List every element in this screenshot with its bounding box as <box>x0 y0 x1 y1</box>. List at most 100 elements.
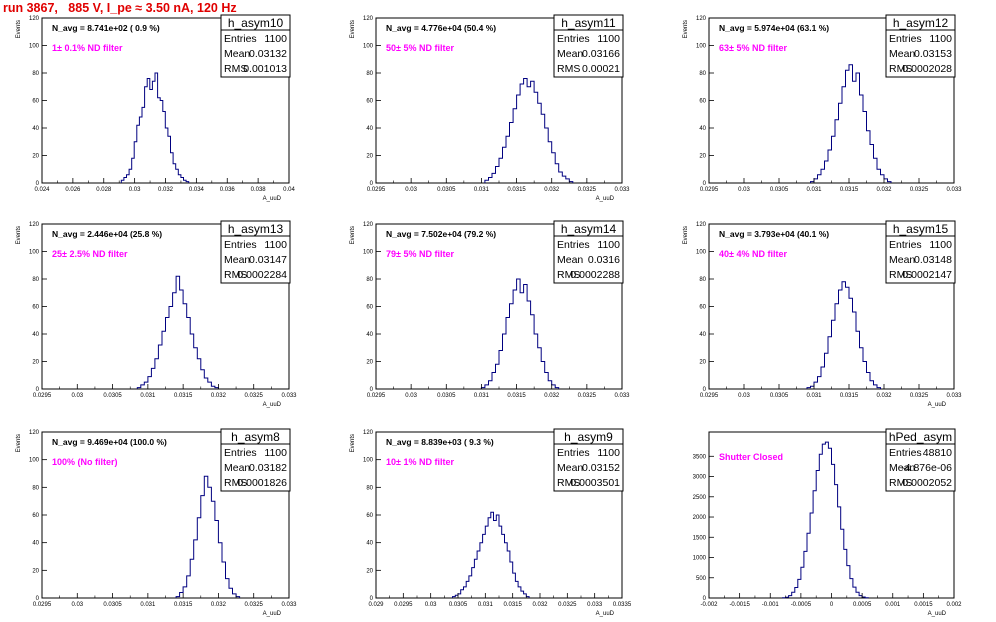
stats-label: Mean <box>557 254 583 266</box>
stats-label: Mean <box>224 254 250 266</box>
histogram-line <box>136 275 219 389</box>
y-tick-label: 1000 <box>693 556 707 562</box>
stats-box <box>220 428 291 492</box>
x-axis-title: A_uuD <box>263 402 282 408</box>
y-tick-label: 20 <box>366 568 373 574</box>
x-tick-label: 0.0295 <box>367 187 386 193</box>
stats-label: RMS <box>557 63 580 75</box>
y-tick-label: 60 <box>32 513 39 519</box>
stats-label: Entries <box>557 447 590 459</box>
y-tick-label: 0 <box>703 181 707 187</box>
x-tick-label: 0.031 <box>806 393 822 399</box>
x-tick-label: 0.0005 <box>853 602 872 608</box>
histogram-panel-hPed_asym: -0.002 -0.0015 -0.001 -0.0005 0 0.0005 0.001 0.… <box>693 428 962 617</box>
stats-value: 0.001013 <box>243 63 287 75</box>
stats-value: 1100 <box>597 239 620 251</box>
stats-title: h_asym14 <box>561 222 617 236</box>
x-tick-label: 0.03 <box>71 602 83 608</box>
histogram-panel-h_asym12: 0.0295 0.03 0.0305 0.031 0.0315 0.032 0.0325 0.… <box>683 14 962 193</box>
stats-label: Entries <box>224 239 257 251</box>
x-tick-label: 0.0325 <box>910 187 929 193</box>
y-tick-label: 80 <box>32 485 39 491</box>
y-tick-label: 2000 <box>693 515 707 521</box>
y-tick-label: 40 <box>32 541 39 547</box>
x-tick-label: 0.033 <box>587 602 603 608</box>
stats-value: 1100 <box>597 447 620 459</box>
filter-note: 79± 5% ND filter <box>386 249 454 259</box>
x-tick-label: 0.026 <box>65 187 81 193</box>
stats-value: 1100 <box>929 33 952 45</box>
stats-value: 0.03132 <box>249 48 287 60</box>
y-tick-label: 3000 <box>693 475 707 481</box>
y-axis-title: Events <box>350 20 356 38</box>
y-tick-label: 80 <box>32 277 39 283</box>
histogram-line <box>806 281 881 389</box>
y-tick-label: 0 <box>370 181 374 187</box>
stats-value: 0.03148 <box>914 254 952 266</box>
filter-note: 40± 4% ND filter <box>719 249 787 259</box>
stats-value: 0.03153 <box>914 48 952 60</box>
histogram-line <box>810 64 892 183</box>
stats-title: h_asym15 <box>893 222 949 236</box>
x-tick-label: 0.001 <box>885 602 901 608</box>
y-tick-label: 120 <box>363 430 374 436</box>
x-tick-label: 0.028 <box>96 187 112 193</box>
x-tick-label: 0.0305 <box>103 602 122 608</box>
x-tick-label: 0.0315 <box>507 187 526 193</box>
x-tick-label: 0.0295 <box>394 602 413 608</box>
x-tick-label: 0.0295 <box>33 393 52 399</box>
y-axis-title: Events <box>16 20 22 38</box>
stats-box <box>885 428 956 492</box>
y-tick-label: 120 <box>29 222 40 228</box>
x-tick-label: 0.032 <box>532 602 548 608</box>
x-axis-title: A_uuD <box>263 611 282 617</box>
x-tick-label: 0.0315 <box>840 187 859 193</box>
n-avg-annotation: N_avg = 2.446e+04 (25.8 %) <box>52 229 162 239</box>
histogram-panel-h_asym10: 0.024 0.026 0.028 0.03 0.032 0.034 0.036 0.038 0… <box>16 14 295 202</box>
x-tick-label: 0.0295 <box>33 602 52 608</box>
y-tick-label: 40 <box>699 332 706 338</box>
x-axis-title: A_uuD <box>596 611 615 617</box>
stats-label: RMS <box>889 477 912 489</box>
x-tick-label: 0.032 <box>211 602 227 608</box>
y-tick-label: 60 <box>366 513 373 519</box>
x-tick-label: 0.04 <box>283 187 295 193</box>
x-tick-label: 0.0325 <box>245 393 264 399</box>
stats-label: Mean <box>557 48 583 60</box>
x-tick-label: 0.024 <box>34 187 50 193</box>
x-tick-label: 0.0315 <box>174 602 193 608</box>
y-tick-label: 120 <box>696 222 707 228</box>
x-tick-label: 0.031 <box>474 187 490 193</box>
histogram-line <box>452 511 530 598</box>
y-tick-label: 80 <box>699 277 706 283</box>
x-tick-label: 0.038 <box>251 187 267 193</box>
x-tick-label: 0.0305 <box>770 187 789 193</box>
stats-value: 0.03166 <box>582 48 620 60</box>
x-tick-label: 0.0315 <box>507 393 526 399</box>
y-tick-label: 40 <box>32 332 39 338</box>
n-avg-annotation: N_avg = 8.839e+03 ( 9.3 %) <box>386 437 494 447</box>
stats-value: 0.0002288 <box>570 269 620 281</box>
stats-label: Entries <box>889 33 922 45</box>
x-tick-label: 0.03 <box>129 187 141 193</box>
x-tick-label: 0.03 <box>405 187 417 193</box>
stats-title: h_asym12 <box>893 16 949 30</box>
x-axis-title: A_uuD <box>263 196 282 202</box>
stats-box <box>553 428 624 492</box>
x-tick-label: 0 <box>830 602 834 608</box>
x-tick-label: 0.0305 <box>103 393 122 399</box>
y-axis-title: Events <box>683 226 689 244</box>
stats-value: 0.0002052 <box>902 477 952 489</box>
stats-value: 0.0002028 <box>902 63 952 75</box>
x-tick-label: 0.034 <box>189 187 205 193</box>
x-tick-label: 0.0325 <box>578 187 597 193</box>
x-tick-label: 0.0325 <box>558 602 577 608</box>
stats-label: RMS <box>889 269 912 281</box>
histogram-line <box>782 441 869 599</box>
stats-value: 0.0001826 <box>237 477 287 489</box>
stats-title: h_asym13 <box>228 222 284 236</box>
stats-label: Entries <box>889 447 922 459</box>
y-tick-label: 60 <box>32 305 39 311</box>
stats-label: Entries <box>557 33 590 45</box>
